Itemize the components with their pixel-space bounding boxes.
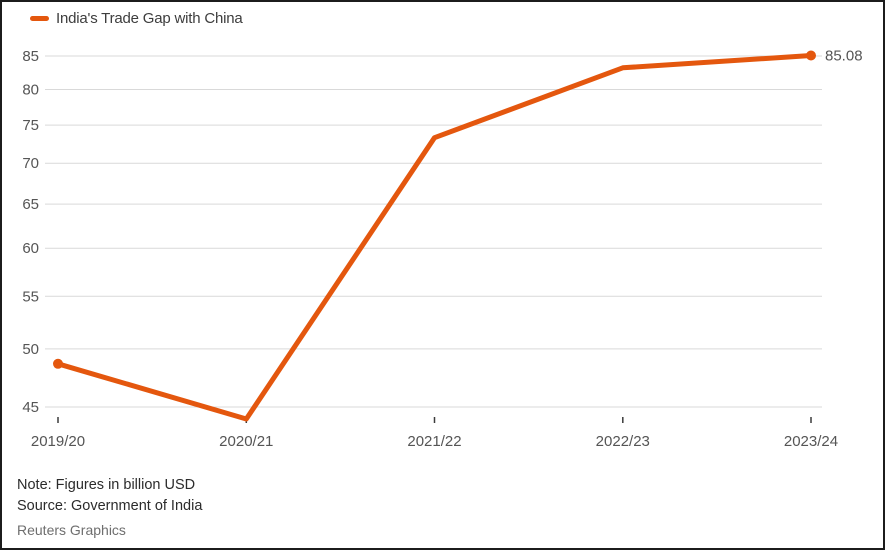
note-text: Note: Figures in billion USD [17, 477, 196, 493]
y-tick-label: 45 [22, 399, 39, 416]
x-tick-label: 2020/21 [219, 433, 273, 450]
y-tick-label: 65 [22, 196, 39, 213]
y-tick-label: 70 [22, 155, 39, 172]
legend-line-swatch [30, 16, 49, 21]
chart-svg: 45 50 55 60 65 70 75 80 85 2019/20 2020/21 2021/22 2… [22, 48, 863, 451]
source-text: Source: Government of India [17, 498, 203, 514]
y-tick-label: 75 [22, 117, 39, 134]
legend-label: India's Trade Gap with China [56, 10, 243, 27]
y-tick-label: 50 [22, 341, 39, 358]
x-tick-label: 2021/22 [407, 433, 461, 450]
credit-text: Reuters Graphics [17, 522, 126, 538]
data-point-marker [53, 358, 63, 369]
legend: India's Trade Gap with China [30, 10, 243, 27]
y-tick-label: 55 [22, 288, 39, 305]
y-tick-label: 80 [22, 82, 39, 99]
end-value-label: 85.08 [825, 48, 863, 65]
y-tick-label: 60 [22, 240, 39, 257]
trade-gap-line-chart: 45 50 55 60 65 70 75 80 85 2019/20 2020/21 2021/22 2… [2, 2, 883, 462]
chart-notes: Note: Figures in billion USD Source: Gov… [17, 475, 202, 517]
x-tick-label: 2019/20 [31, 433, 85, 450]
x-tick-label: 2023/24 [784, 433, 838, 450]
x-tick-label: 2022/23 [596, 433, 650, 450]
data-point-marker [806, 50, 816, 61]
trade-gap-line [55, 53, 814, 422]
y-tick-label: 85 [22, 48, 39, 65]
